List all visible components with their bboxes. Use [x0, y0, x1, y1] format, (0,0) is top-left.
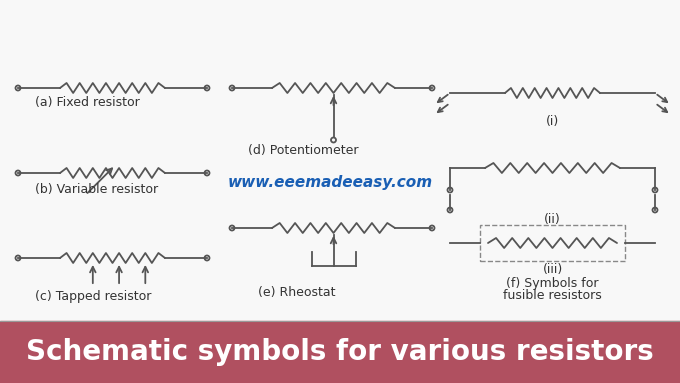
Text: (iii): (iii)	[543, 263, 562, 276]
Text: (f) Symbols for: (f) Symbols for	[506, 277, 599, 290]
Bar	[0, 321, 680, 383]
Text: (ii): (ii)	[544, 213, 561, 226]
Text: (i): (i)	[546, 115, 559, 128]
Text: www.eeemadeeasy.com: www.eeemadeeasy.com	[227, 175, 432, 190]
Bar	[480, 225, 625, 261]
Text: (d) Potentiometer: (d) Potentiometer	[248, 144, 358, 157]
Text: (e) Rheostat: (e) Rheostat	[258, 286, 335, 299]
Text: (b) Variable resistor: (b) Variable resistor	[35, 183, 158, 196]
Text: fusible resistors: fusible resistors	[503, 289, 602, 302]
Text: (c) Tapped resistor: (c) Tapped resistor	[35, 290, 152, 303]
Text: Schematic symbols for various resistors: Schematic symbols for various resistors	[26, 338, 654, 366]
Text: (a) Fixed resistor: (a) Fixed resistor	[35, 96, 140, 109]
